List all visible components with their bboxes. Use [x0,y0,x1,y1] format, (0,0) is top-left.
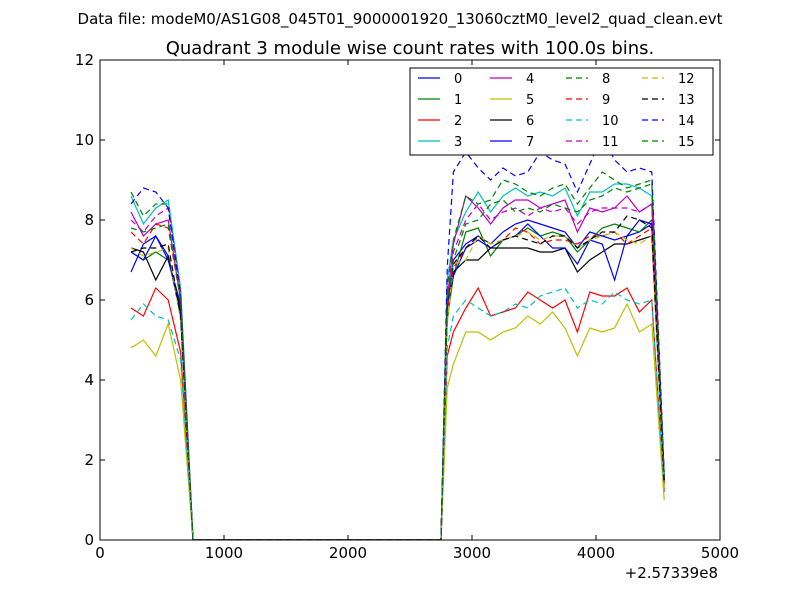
series-line-7 [130,219,665,540]
legend-label-6: 6 [526,114,534,129]
series-line-1 [130,218,665,540]
legend-label-0: 0 [454,72,462,87]
legend-label-14: 14 [678,114,695,129]
y-tick-label: 10 [75,131,94,149]
series-line-6 [130,235,665,540]
x-tick-label: 2000 [329,544,367,562]
y-tick-label: 0 [84,531,94,549]
series-line-8 [130,171,665,540]
figure-suptitle: Data file: modeM0/AS1G08_045T01_90000019… [78,10,723,29]
series-line-14 [130,134,665,540]
series-line-3 [130,183,665,540]
x-axis: 0 1000 2000 3000 4000 5000 [95,60,739,562]
series-line-10 [130,287,665,540]
x-tick-label: 1000 [205,544,243,562]
series-lines [130,134,665,540]
x-tick-label: 4000 [577,544,615,562]
x-axis-offset-label: +2.57339e8 [625,564,718,582]
series-line-0 [130,219,665,540]
y-tick-label: 8 [84,211,94,229]
legend-label-10: 10 [602,114,619,129]
legend-label-12: 12 [678,72,695,87]
series-line-11 [130,202,665,540]
legend-label-4: 4 [526,72,534,87]
chart-title: Quadrant 3 module wise count rates with … [166,38,655,59]
series-line-9 [130,223,665,540]
x-tick-label: 3000 [453,544,491,562]
y-tick-label: 6 [84,291,94,309]
y-tick-label: 4 [84,371,94,389]
x-tick-label: 0 [95,544,105,562]
legend-label-11: 11 [602,135,619,150]
legend-label-3: 3 [454,135,462,150]
legend-label-7: 7 [526,135,534,150]
legend-label-15: 15 [678,135,695,150]
y-tick-label: 2 [84,451,94,469]
legend-label-9: 9 [602,93,610,108]
y-tick-label: 12 [75,51,94,69]
series-line-4 [130,194,665,540]
x-tick-label: 5000 [701,544,739,562]
legend-label-2: 2 [454,114,462,129]
legend-label-13: 13 [678,93,695,108]
legend-label-8: 8 [602,72,610,87]
series-line-5 [130,302,665,540]
series-line-2 [130,286,665,540]
series-line-12 [130,231,665,540]
legend-label-1: 1 [454,93,462,108]
series-line-15 [130,183,665,540]
legend-label-5: 5 [526,93,534,108]
